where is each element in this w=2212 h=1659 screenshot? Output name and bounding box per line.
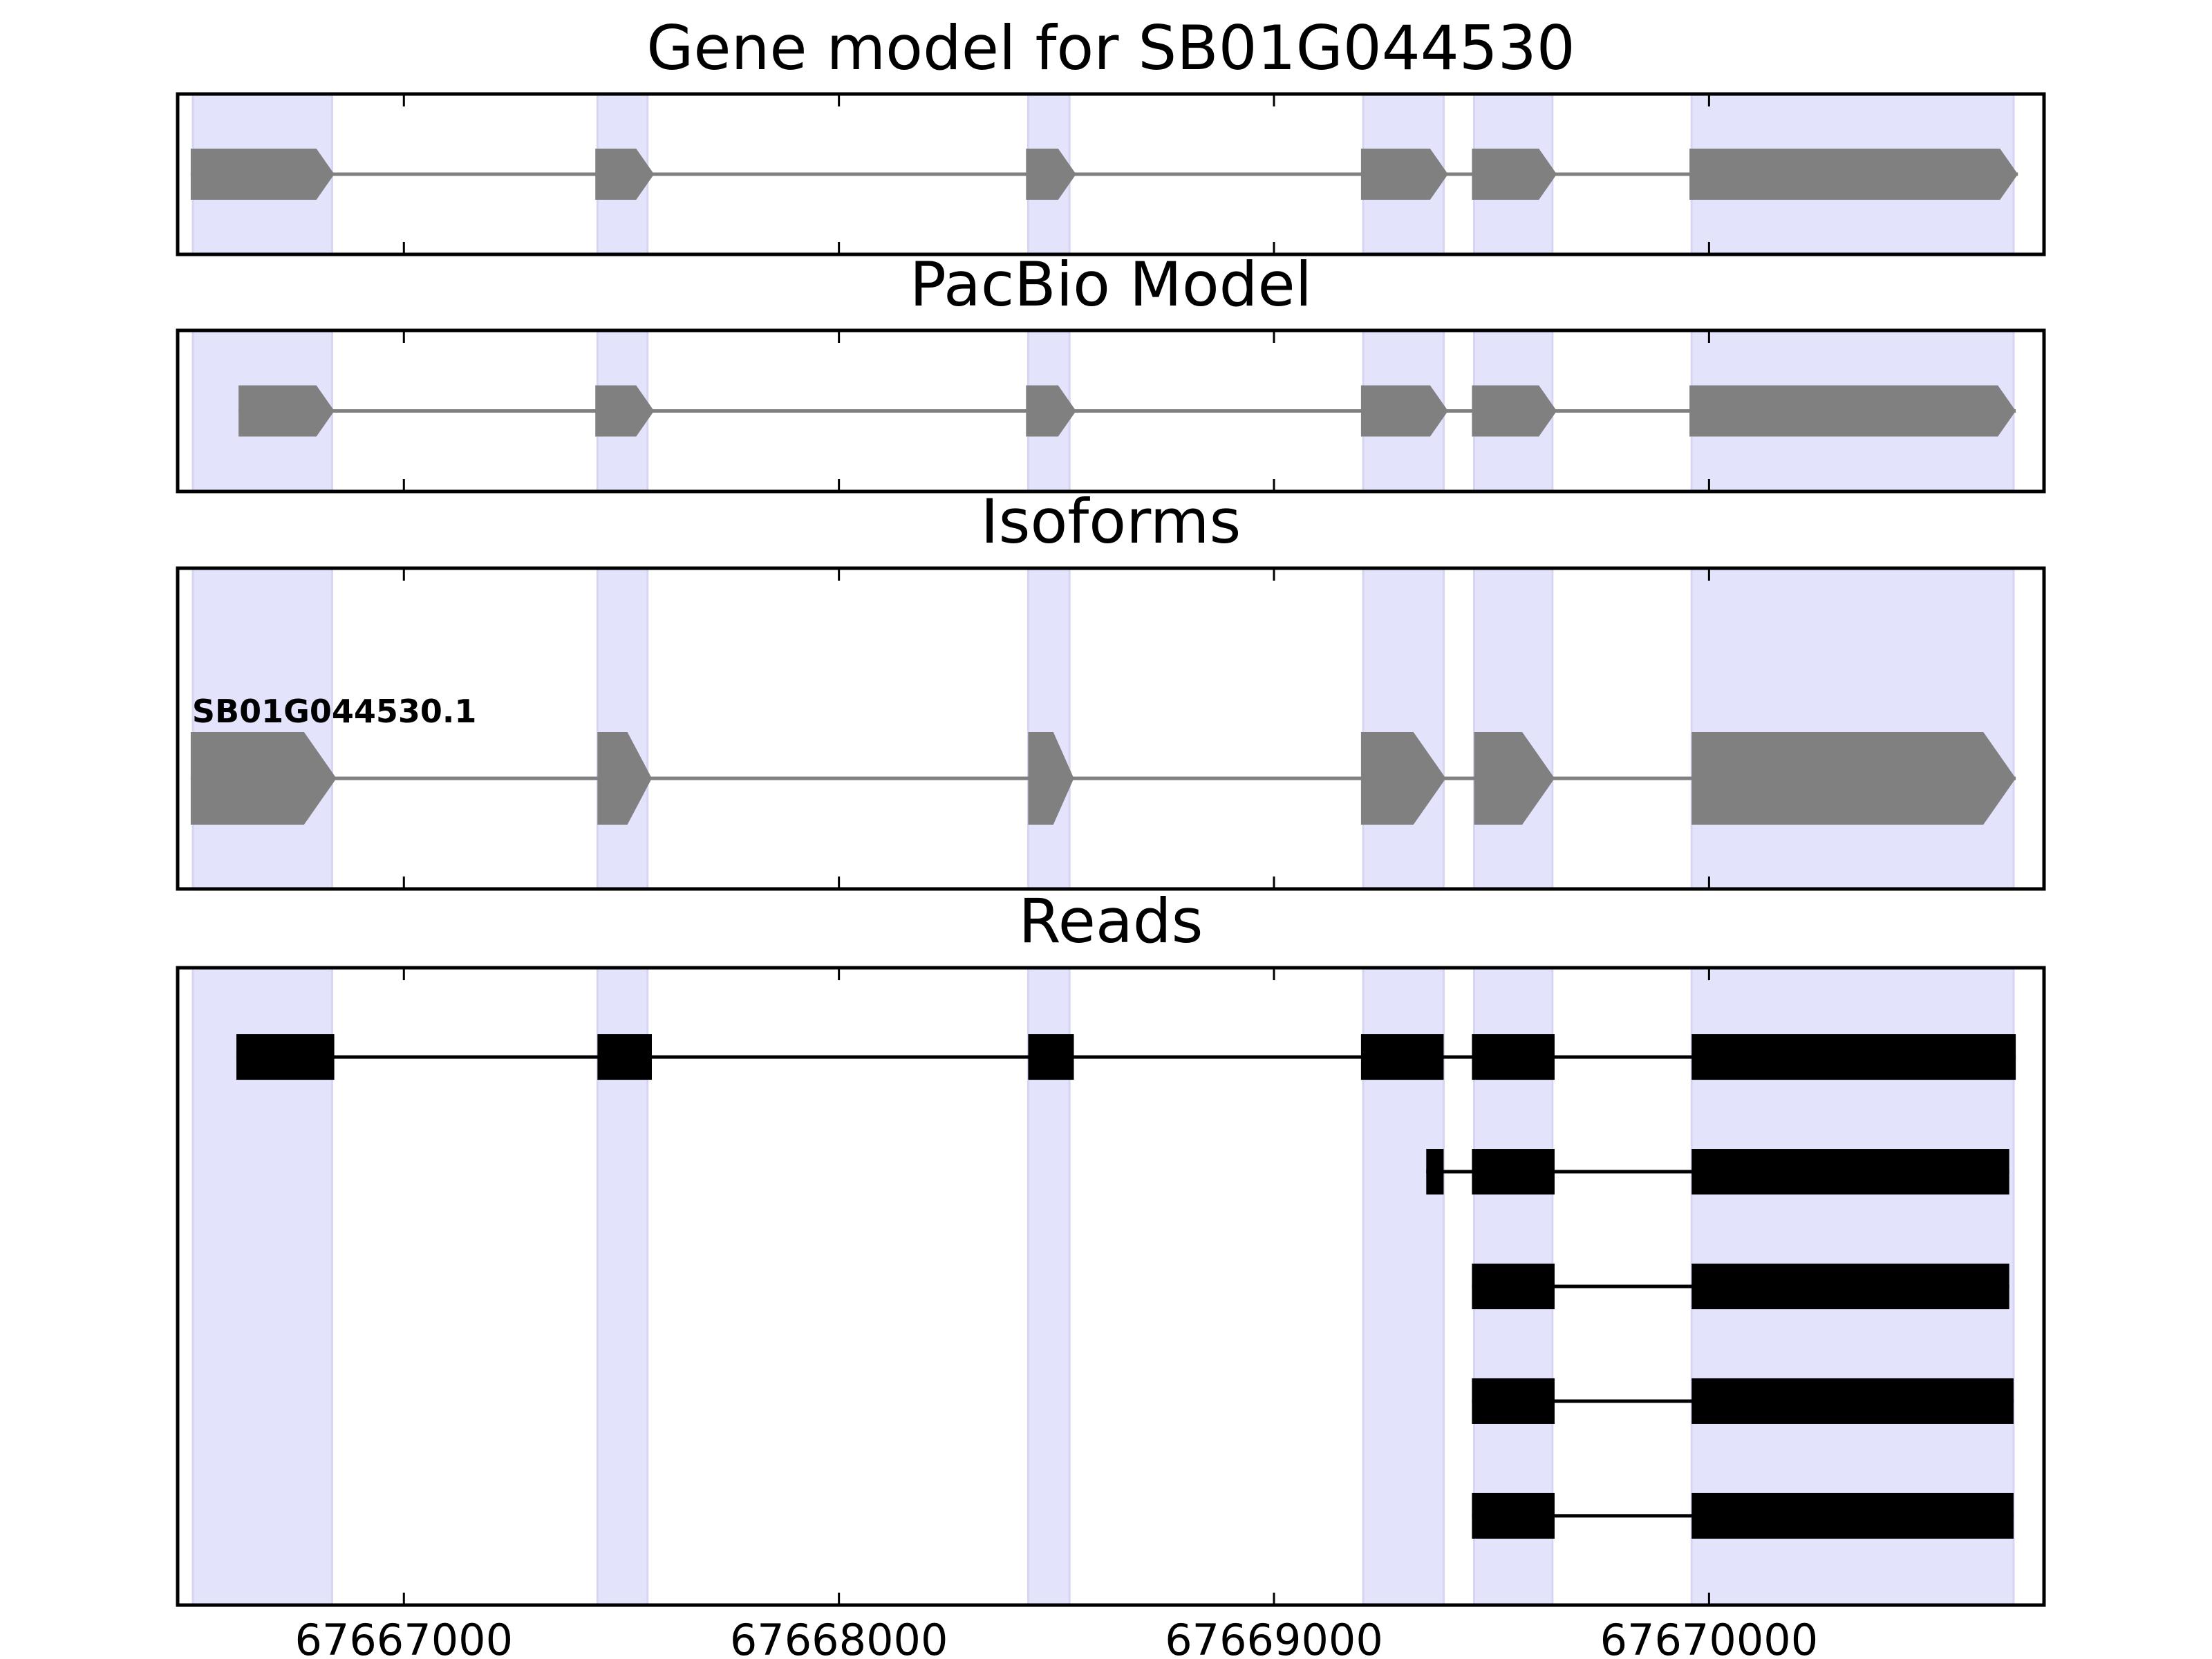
exon-1: [190, 732, 337, 825]
panel-title-gene_model: Gene model for SB01G044530: [646, 12, 1575, 84]
exon-highlight-3: [1027, 567, 1071, 890]
exon-1: [236, 1034, 335, 1080]
exon-1: [1472, 1492, 1555, 1539]
exon-highlight-6: [1690, 567, 2015, 890]
isoform-label: SB01G044530.1: [192, 693, 476, 730]
exon-2: [597, 1034, 653, 1080]
transcript-model: SB01G044530.1: [190, 693, 2016, 825]
panel-isoforms: Isoforms SB01G044530.1: [176, 486, 2046, 891]
exon-2: [1472, 1149, 1555, 1195]
x-tick-label: 67669000: [1165, 1615, 1383, 1659]
exon-2: [1691, 1264, 2009, 1309]
exon-4: [1360, 149, 1448, 200]
panel-gene_model: Gene model for SB01G044530: [176, 12, 2046, 256]
panel-title-reads: Reads: [1019, 885, 1203, 957]
exon-highlight-5: [1473, 567, 1554, 890]
exon-5: [1472, 385, 1557, 437]
exon-4: [1360, 1034, 1444, 1080]
exon-4: [1360, 732, 1446, 825]
exon-1: [190, 149, 335, 200]
panel-pacbio_model: PacBio Model: [176, 249, 2046, 494]
exon-3: [1026, 385, 1076, 437]
panel-title-pacbio_model: PacBio Model: [910, 249, 1312, 320]
axes-frame: [176, 966, 2046, 1607]
read-2: [1426, 1149, 2009, 1195]
exon-2: [1691, 1492, 2014, 1539]
read-3: [1472, 1264, 2009, 1309]
read-4: [1472, 1378, 2014, 1424]
panel-reads: Reads: [176, 885, 2046, 1607]
exon-5: [1472, 149, 1557, 200]
axes-frame: [176, 328, 2046, 494]
exon-5: [1474, 732, 1555, 825]
exon-3: [1028, 732, 1074, 825]
exon-2: [1691, 1378, 2014, 1424]
exon-6: [1691, 1034, 2016, 1080]
exon-5: [1472, 1034, 1555, 1080]
x-tick-label: 67670000: [1600, 1615, 1819, 1659]
transcript-model: [190, 149, 2018, 200]
exon-1: [1472, 1264, 1555, 1309]
exon-1: [1426, 1149, 1444, 1195]
exon-2: [595, 385, 655, 437]
exon-1: [1472, 1378, 1555, 1424]
exon-highlight-4: [1362, 567, 1445, 890]
exon-highlight-2: [596, 567, 649, 890]
exon-3: [1028, 1034, 1074, 1080]
exon-6: [1689, 149, 2018, 200]
exon-2: [595, 149, 655, 200]
exon-4: [1360, 385, 1448, 437]
x-tick-label: 67668000: [730, 1615, 948, 1659]
axes-frame: [176, 566, 2046, 891]
exon-1: [238, 385, 335, 437]
read-1: [236, 1034, 2016, 1080]
exon-6: [1691, 732, 2016, 825]
exon-6: [1689, 385, 2016, 437]
read-5: [1472, 1492, 2014, 1539]
x-tick-label: 67667000: [294, 1615, 513, 1659]
transcript-model: [238, 385, 2016, 437]
exon-3: [1026, 149, 1076, 200]
exon-2: [597, 732, 652, 825]
axes-frame: [176, 92, 2046, 256]
panel-title-isoforms: Isoforms: [981, 486, 1241, 557]
exon-3: [1691, 1149, 2009, 1195]
